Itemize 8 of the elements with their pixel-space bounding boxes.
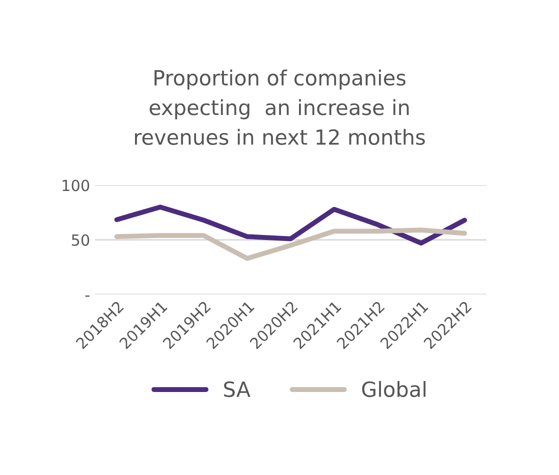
line-series [114, 228, 468, 261]
legend-label: Global [362, 380, 426, 398]
line-series [114, 204, 468, 246]
chart-title: Proportion of companies expecting an increase in revenues in next 12 months [135, 70, 425, 145]
legend-label: SA [224, 381, 250, 398]
y-tick-label: - [85, 296, 90, 297]
y-tick-label: 100 [62, 180, 90, 192]
y-tick-label: 50 [72, 234, 90, 246]
